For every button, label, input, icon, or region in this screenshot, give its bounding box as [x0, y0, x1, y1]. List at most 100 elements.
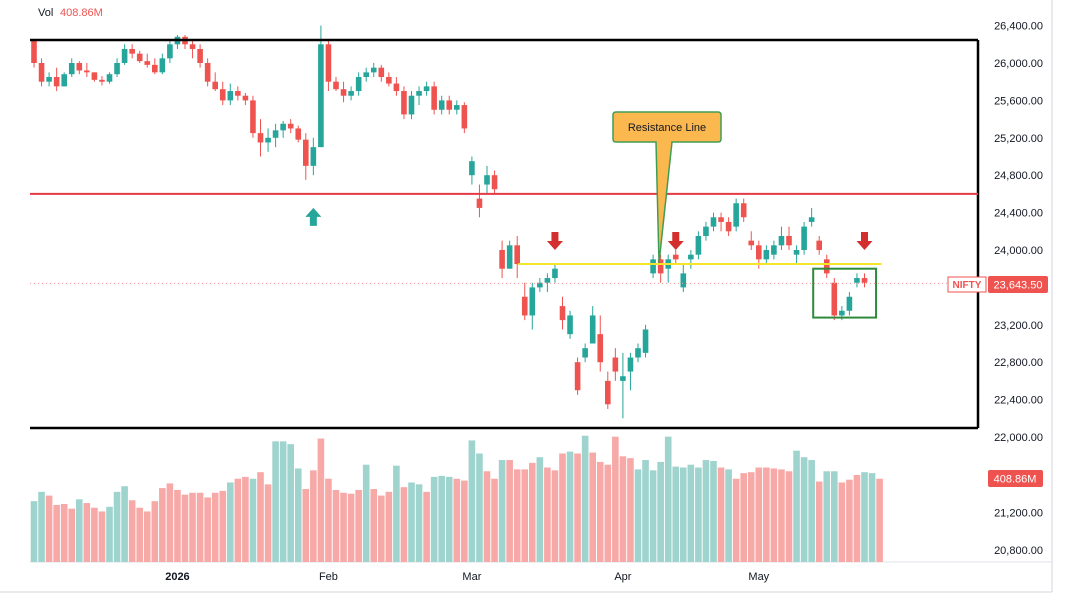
candle — [257, 119, 264, 157]
volume-bar — [159, 488, 166, 562]
volume-bar — [340, 492, 347, 562]
volume-bar — [831, 471, 838, 562]
candle — [212, 72, 218, 92]
candle-body — [235, 91, 241, 96]
candle-body — [688, 254, 694, 260]
volume-bar — [680, 467, 687, 562]
candle — [529, 282, 536, 330]
candle — [370, 63, 377, 78]
candle-body — [348, 91, 354, 96]
volume-bar — [544, 467, 551, 562]
volume-bar — [38, 491, 45, 562]
candle-body — [703, 226, 709, 236]
volume-bar — [196, 492, 204, 562]
candle-body — [544, 278, 551, 283]
volume-bar — [559, 453, 566, 562]
candle — [53, 67, 60, 92]
candle-body — [816, 240, 822, 250]
candle-body — [106, 74, 113, 82]
candle-body — [38, 63, 45, 82]
candle-body — [597, 334, 604, 363]
candle — [129, 44, 135, 59]
candle — [718, 212, 724, 232]
candle — [340, 81, 347, 103]
candle — [620, 352, 626, 419]
candle-body — [114, 63, 120, 75]
candle-body — [303, 139, 309, 166]
volume-bar — [310, 470, 317, 562]
volume-bar — [823, 471, 831, 562]
candle — [499, 240, 505, 279]
candle-body — [363, 72, 369, 78]
volume-bar — [785, 471, 793, 562]
volume-bar — [219, 490, 227, 562]
candle — [38, 58, 45, 87]
candle — [242, 92, 249, 106]
volume-bar — [68, 508, 76, 562]
candle — [174, 34, 181, 49]
current-price-badge: NIFTY 23,643.50 — [947, 276, 1048, 293]
candle-body — [408, 95, 415, 115]
volume-bar — [476, 453, 483, 562]
candle — [204, 58, 211, 87]
candle — [831, 278, 838, 321]
volume-bar — [279, 441, 287, 562]
candle-body — [771, 245, 777, 255]
candle — [544, 273, 551, 293]
candle — [106, 72, 113, 84]
volume-bar — [695, 467, 702, 562]
candle — [823, 254, 830, 279]
candle — [76, 61, 83, 75]
candle-body — [53, 77, 60, 87]
volume-bar — [181, 494, 189, 562]
candle — [589, 306, 596, 344]
candle — [469, 156, 475, 185]
volume-bar — [189, 492, 196, 562]
candle-body — [506, 245, 513, 269]
candle — [167, 39, 173, 63]
volume-bar — [498, 460, 506, 562]
volume-bar — [838, 482, 846, 562]
volume-bar — [747, 472, 755, 562]
candle-body — [672, 254, 679, 260]
candle — [91, 72, 98, 82]
candle-body — [710, 217, 717, 227]
volume-bar — [347, 493, 355, 562]
volume-bar — [717, 467, 725, 562]
candle-body — [559, 306, 566, 321]
candle-body — [401, 91, 407, 115]
candle — [333, 77, 339, 92]
candle — [454, 100, 460, 115]
volume-bar — [763, 467, 770, 562]
candle — [363, 67, 369, 82]
candle — [786, 226, 792, 250]
volume-bar — [445, 476, 453, 562]
candle — [189, 39, 196, 59]
volume-bar — [710, 460, 717, 562]
volume-bar — [121, 486, 128, 562]
candle-body — [476, 198, 483, 208]
volume-bar — [800, 457, 808, 562]
candle-body — [204, 63, 211, 82]
candle-body — [469, 161, 475, 176]
candle — [476, 184, 483, 218]
candle — [280, 120, 286, 138]
candle — [355, 72, 362, 96]
candle — [431, 81, 437, 115]
volume-bar — [755, 467, 763, 562]
candle-body — [567, 315, 573, 335]
candle-body — [657, 259, 664, 274]
volume-bar — [317, 438, 325, 562]
volume-bar — [393, 465, 400, 562]
candle — [272, 123, 279, 148]
candle — [68, 58, 75, 78]
candle — [348, 86, 354, 101]
candle — [748, 231, 755, 250]
candle — [688, 250, 694, 269]
volume-bar — [808, 460, 815, 562]
volume-bar — [385, 491, 393, 562]
candle-body — [121, 48, 128, 63]
candle-body — [295, 128, 302, 140]
candle — [491, 170, 498, 194]
